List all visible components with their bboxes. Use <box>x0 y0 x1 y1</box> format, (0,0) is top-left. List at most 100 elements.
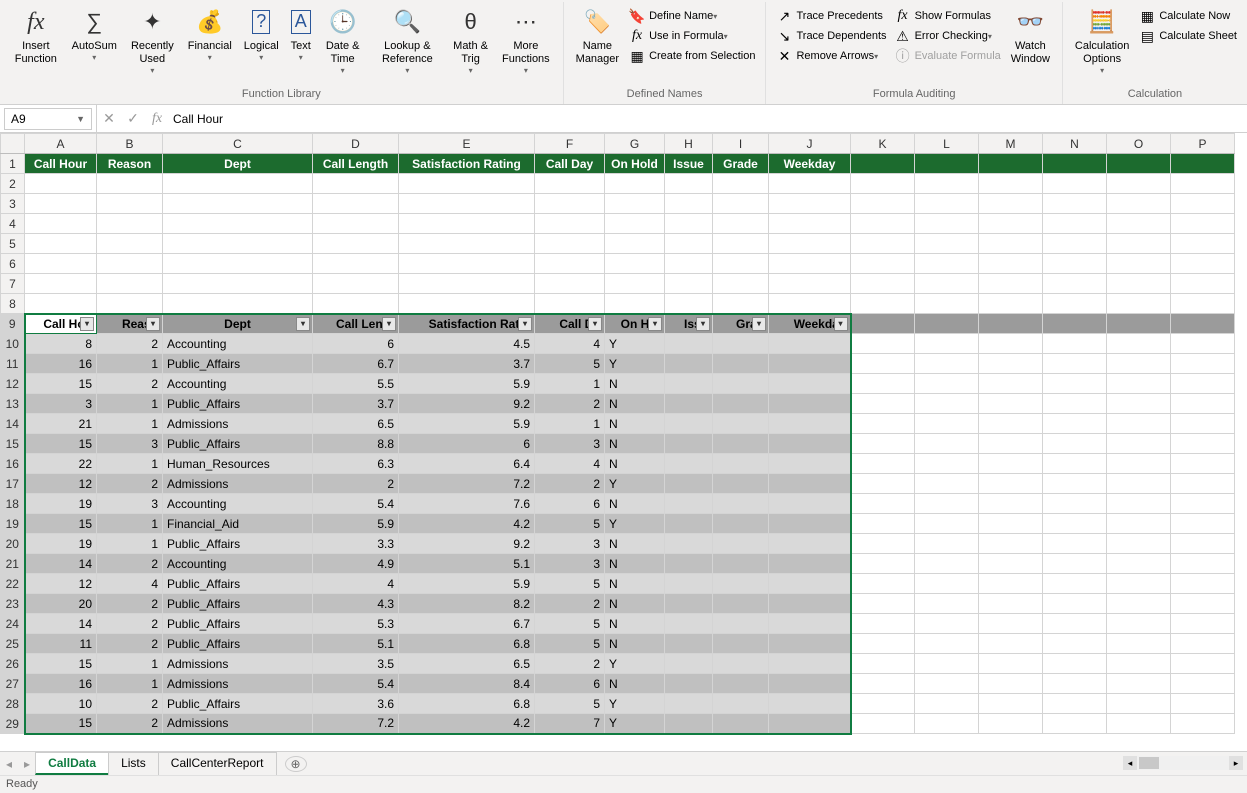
data-cell[interactable]: Y <box>605 654 665 674</box>
filter-dropdown-icon[interactable]: ▾ <box>588 317 602 331</box>
data-cell[interactable]: 8.8 <box>313 434 399 454</box>
data-cell[interactable]: 4.2 <box>399 714 535 734</box>
cell[interactable] <box>979 494 1043 514</box>
data-cell[interactable] <box>713 354 769 374</box>
data-cell[interactable]: Public_Affairs <box>163 354 313 374</box>
data-cell[interactable] <box>665 714 713 734</box>
row-header-5[interactable]: 5 <box>1 234 25 254</box>
cell[interactable] <box>979 414 1043 434</box>
cell[interactable] <box>97 214 163 234</box>
col-header-G[interactable]: G <box>605 134 665 154</box>
data-cell[interactable]: 8.2 <box>399 594 535 614</box>
data-cell[interactable]: Admissions <box>163 674 313 694</box>
cell[interactable] <box>769 274 851 294</box>
data-cell[interactable] <box>769 514 851 534</box>
cell[interactable] <box>25 234 97 254</box>
cell[interactable] <box>851 474 915 494</box>
tab-nav-next[interactable]: ▸ <box>18 757 36 771</box>
data-cell[interactable] <box>665 674 713 694</box>
cell[interactable] <box>979 594 1043 614</box>
sheet-tab-callcenterreport[interactable]: CallCenterReport <box>158 752 277 775</box>
cell[interactable] <box>1107 534 1171 554</box>
cell[interactable] <box>665 274 713 294</box>
cell[interactable] <box>851 274 915 294</box>
data-cell[interactable] <box>769 634 851 654</box>
data-cell[interactable]: 20 <box>25 594 97 614</box>
cell[interactable] <box>979 194 1043 214</box>
cell[interactable] <box>1043 454 1107 474</box>
data-cell[interactable]: 1 <box>97 414 163 434</box>
data-cell[interactable] <box>665 614 713 634</box>
data-cell[interactable]: 4 <box>313 574 399 594</box>
data-cell[interactable]: 15 <box>25 714 97 734</box>
data-cell[interactable]: 22 <box>25 454 97 474</box>
cell[interactable] <box>97 294 163 314</box>
cell[interactable] <box>665 294 713 314</box>
row-header-9[interactable]: 9 <box>1 314 25 334</box>
data-cell[interactable]: 16 <box>25 674 97 694</box>
row-header-7[interactable]: 7 <box>1 274 25 294</box>
cell[interactable] <box>1043 654 1107 674</box>
scroll-right-button[interactable]: ▸ <box>1229 756 1243 770</box>
cell[interactable] <box>1043 434 1107 454</box>
trace-dependents-button[interactable]: ↘Trace Dependents <box>772 26 890 46</box>
cell[interactable] <box>979 254 1043 274</box>
cell[interactable] <box>1171 214 1235 234</box>
cell[interactable] <box>769 234 851 254</box>
filter-dropdown-icon[interactable]: ▾ <box>696 317 710 331</box>
cell[interactable] <box>851 434 915 454</box>
data-cell[interactable] <box>665 394 713 414</box>
show-formulas-button[interactable]: fxShow Formulas <box>891 6 1005 26</box>
row-header-8[interactable]: 8 <box>1 294 25 314</box>
data-cell[interactable]: Y <box>605 694 665 714</box>
cell[interactable] <box>851 654 915 674</box>
cell[interactable] <box>915 434 979 454</box>
cell[interactable] <box>1171 454 1235 474</box>
cell[interactable] <box>1043 354 1107 374</box>
cell[interactable] <box>1171 394 1235 414</box>
data-cell[interactable] <box>713 334 769 354</box>
data-cell[interactable]: Y <box>605 334 665 354</box>
filter-dropdown-icon[interactable]: ▾ <box>80 317 94 331</box>
cell[interactable] <box>1043 514 1107 534</box>
cell[interactable] <box>399 174 535 194</box>
filter-dropdown-icon[interactable]: ▾ <box>146 317 160 331</box>
data-cell[interactable]: Accounting <box>163 374 313 394</box>
cell[interactable] <box>1171 634 1235 654</box>
filter-dropdown-icon[interactable]: ▾ <box>752 317 766 331</box>
cell[interactable] <box>915 354 979 374</box>
col-header-I[interactable]: I <box>713 134 769 154</box>
cell[interactable] <box>1043 554 1107 574</box>
cell[interactable] <box>979 674 1043 694</box>
row-header-6[interactable]: 6 <box>1 254 25 274</box>
cell[interactable] <box>1171 694 1235 714</box>
data-cell[interactable] <box>665 454 713 474</box>
text-button[interactable]: A Text ▾ <box>285 2 317 78</box>
cell[interactable] <box>915 334 979 354</box>
header-cell[interactable]: Reason <box>97 154 163 174</box>
cell[interactable] <box>605 214 665 234</box>
filter-dropdown-icon[interactable]: ▾ <box>382 317 396 331</box>
table-header-cell[interactable]: Reaso▾ <box>97 314 163 334</box>
sheet-tab-lists[interactable]: Lists <box>108 752 159 775</box>
cell[interactable] <box>399 194 535 214</box>
data-cell[interactable] <box>769 494 851 514</box>
cell[interactable] <box>851 494 915 514</box>
data-cell[interactable]: N <box>605 414 665 434</box>
data-cell[interactable]: 5 <box>535 514 605 534</box>
data-cell[interactable]: 6.3 <box>313 454 399 474</box>
data-cell[interactable]: 1 <box>97 354 163 374</box>
data-cell[interactable]: N <box>605 534 665 554</box>
data-cell[interactable] <box>769 574 851 594</box>
financial-button[interactable]: 💰 Financial ▾ <box>182 2 238 78</box>
cell[interactable] <box>1171 254 1235 274</box>
cell[interactable] <box>769 214 851 234</box>
col-header-F[interactable]: F <box>535 134 605 154</box>
row-header-13[interactable]: 13 <box>1 394 25 414</box>
sheet-tab-calldata[interactable]: CallData <box>35 752 109 775</box>
data-cell[interactable]: 6.7 <box>313 354 399 374</box>
data-cell[interactable] <box>665 514 713 534</box>
cell[interactable] <box>665 214 713 234</box>
data-cell[interactable]: 2 <box>97 374 163 394</box>
data-cell[interactable]: 5.9 <box>399 574 535 594</box>
